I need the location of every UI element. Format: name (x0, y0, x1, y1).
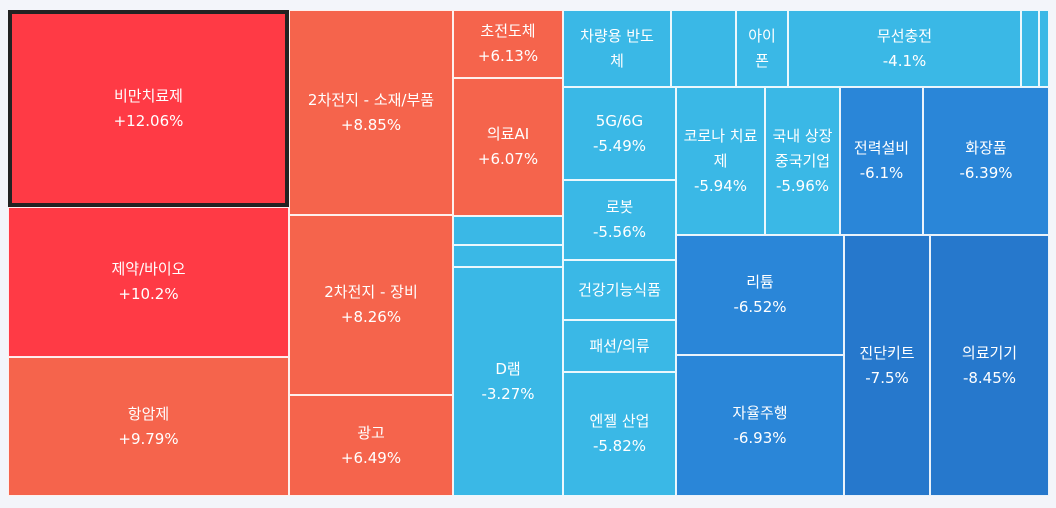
tile-name: 리튬 (746, 273, 774, 291)
tile-change: -6.93% (733, 428, 787, 447)
tile-name: 무선충전 (876, 26, 933, 45)
tile-supercond[interactable]: 초전도체 +6.13% (453, 10, 563, 78)
tile-carsemi[interactable]: 차량용 반도체 (563, 10, 671, 87)
tile-pharma[interactable]: 제약/바이오 +10.2% (8, 207, 289, 357)
tile-blank4[interactable] (1021, 10, 1039, 87)
tile-name: 2차전지 - 장비 (324, 283, 418, 301)
tile-power[interactable]: 전력설비 -6.1% (840, 87, 923, 235)
tile-autodrive[interactable]: 자율주행 -6.93% (676, 355, 844, 496)
tile-domestic[interactable]: 국내 상장 중국기업 -5.96% (765, 87, 840, 235)
tile-change: -6.1% (859, 164, 904, 182)
tile-name: 2차전지 - 소재/부품 (307, 90, 435, 109)
tile-name: 5G/6G (595, 111, 644, 130)
tile-meddevice[interactable]: 의료기기 -8.45% (930, 235, 1049, 496)
tile-name: 진단키트 (859, 343, 915, 362)
tile-dram[interactable]: D램 -3.27% (453, 267, 563, 496)
tile-name: 항암제 (127, 404, 170, 423)
tile-name: 국내 상장 중국기업 (772, 126, 833, 170)
tile-name: 엔젤 산업 (589, 412, 650, 430)
tile-anticancer[interactable]: 항암제 +9.79% (8, 357, 289, 496)
tile-battery_eq[interactable]: 2차전지 - 장비 +8.26% (289, 215, 453, 395)
tile-diagkit[interactable]: 진단키트 -7.5% (844, 235, 930, 496)
tile-change: -4.1% (882, 51, 927, 70)
tile-change: +12.06% (113, 111, 184, 130)
tile-change: +8.26% (340, 308, 402, 326)
tile-name: 차량용 반도체 (580, 26, 654, 70)
tile-angel[interactable]: 엔젤 산업 -5.82% (563, 372, 676, 496)
tile-fashion[interactable]: 패션/의류 (563, 320, 676, 372)
tile-name: 의료AI (486, 125, 530, 143)
tile-corona[interactable]: 코로나 치료제 -5.94% (676, 87, 765, 235)
tile-change: -5.49% (592, 136, 647, 155)
tile-blank1[interactable] (453, 216, 563, 245)
tile-change: +6.13% (477, 47, 539, 65)
tile-blank3[interactable] (671, 10, 736, 87)
tile-name: 초전도체 (480, 22, 536, 40)
tile-lithium[interactable]: 리튬 -6.52% (676, 235, 844, 355)
tile-change: -3.27% (481, 384, 535, 403)
tile-iphone[interactable]: 아이폰 (736, 10, 788, 87)
tile-wireless[interactable]: 무선충전 -4.1% (788, 10, 1021, 87)
tile-name: 로봇 (605, 198, 634, 216)
tile-change: +6.49% (340, 448, 402, 467)
tile-robot[interactable]: 로봇 -5.56% (563, 180, 676, 260)
tile-g5g6[interactable]: 5G/6G -5.49% (563, 87, 676, 180)
tile-change: -6.52% (733, 298, 787, 316)
tile-name: 건강기능식품 (578, 280, 661, 299)
tile-change: -5.96% (775, 176, 830, 195)
tile-ad[interactable]: 광고 +6.49% (289, 395, 453, 496)
tile-name: 의료기기 (961, 343, 1018, 362)
tile-blank2[interactable] (453, 245, 563, 267)
tile-change: +10.2% (118, 285, 179, 303)
tile-change: -5.94% (693, 176, 748, 195)
tile-name: 코로나 치료제 (683, 126, 758, 170)
tile-change: +8.85% (340, 115, 402, 134)
tile-name: 전력설비 (853, 139, 910, 157)
tile-change: -8.45% (962, 368, 1017, 387)
tile-change: -5.56% (592, 223, 647, 241)
tile-battery_mat[interactable]: 2차전지 - 소재/부품 +8.85% (289, 10, 453, 215)
tile-blank5[interactable] (1039, 10, 1049, 87)
tile-change: -5.82% (592, 437, 647, 455)
tile-biman[interactable]: 비만치료제 +12.06% (8, 10, 289, 207)
tile-change: +9.79% (118, 429, 179, 448)
tile-name: 비만치료제 (113, 86, 183, 105)
tile-name: 제약/바이오 (111, 260, 186, 278)
tile-name: 아이폰 (748, 26, 776, 70)
tile-cosmetic[interactable]: 화장품 -6.39% (923, 87, 1049, 235)
tile-change: -6.39% (959, 164, 1013, 182)
tile-name: 자율주행 (732, 403, 788, 422)
tile-medai[interactable]: 의료AI +6.07% (453, 78, 563, 216)
tile-change: +6.07% (477, 150, 539, 168)
tile-name: 화장품 (965, 139, 1007, 157)
tile-health[interactable]: 건강기능식품 (563, 260, 676, 320)
tile-name: 패션/의류 (589, 336, 650, 355)
tile-name: D램 (495, 359, 521, 378)
tile-name: 광고 (357, 423, 385, 442)
tile-change: -7.5% (865, 368, 909, 387)
